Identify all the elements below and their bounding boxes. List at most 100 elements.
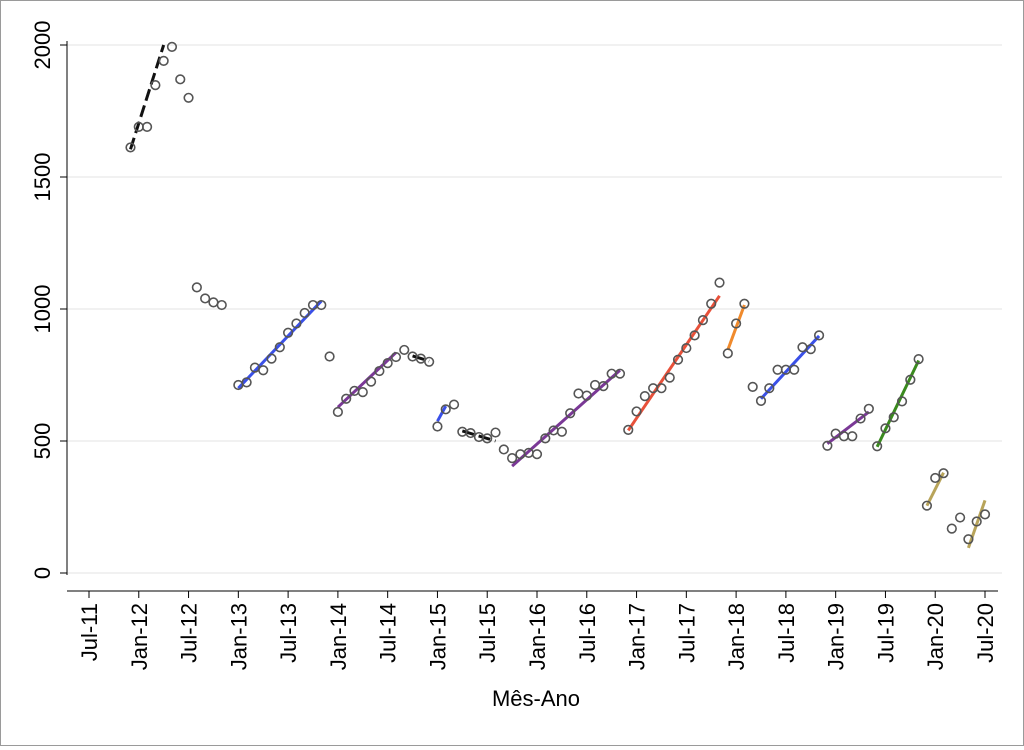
data-point: [855, 413, 866, 424]
data-point: [200, 293, 211, 304]
y-axis: 0 500 1000 1500 2000: [30, 21, 68, 579]
data-point: [324, 351, 335, 362]
data-point: [382, 358, 393, 369]
data-point: [971, 516, 982, 527]
data-point: [556, 426, 567, 437]
x-tick-label: Jan-18: [724, 603, 749, 670]
data-point: [681, 342, 692, 354]
data-point: [789, 364, 800, 375]
data-point: [896, 396, 908, 407]
y-tick-label: 0: [30, 567, 55, 579]
data-point: [531, 449, 543, 460]
data-point: [216, 299, 227, 311]
data-point: [141, 121, 153, 132]
data-point: [921, 500, 933, 511]
data-point: [656, 383, 667, 394]
data-point: [183, 92, 194, 103]
data-point: [672, 354, 684, 365]
data-point: [540, 433, 551, 444]
data-point: [490, 427, 501, 438]
x-tick-label: Jan-17: [625, 603, 650, 670]
data-point: [689, 330, 700, 341]
data-point: [706, 298, 717, 309]
x-tick-label: Jul-14: [376, 603, 401, 663]
data-point: [714, 277, 725, 288]
data-point: [158, 55, 169, 66]
data-point: [631, 406, 642, 417]
trend-line: [511, 369, 621, 468]
data-point: [283, 327, 294, 338]
data-point: [565, 408, 576, 419]
data-point: [125, 142, 136, 153]
data-point: [581, 390, 592, 401]
data-point: [291, 318, 302, 329]
data-point: [299, 307, 310, 319]
x-tick-label: Jan-20: [923, 603, 948, 670]
data-point: [241, 377, 252, 388]
data-point: [722, 348, 733, 359]
x-tick-label: Jan-13: [226, 603, 251, 670]
trend-line: [412, 354, 430, 363]
data-point: [913, 354, 924, 365]
data-point: [946, 523, 957, 534]
data-point: [905, 374, 916, 385]
data-point: [930, 472, 941, 484]
data-point: [266, 353, 277, 364]
data-point: [863, 403, 874, 414]
data-point: [938, 468, 949, 479]
data-point: [507, 453, 518, 464]
data-point: [440, 404, 451, 415]
data-point: [847, 431, 858, 442]
y-tick-label: 1000: [30, 285, 55, 334]
x-tick-label: Jan-16: [525, 603, 550, 670]
data-points: [125, 41, 991, 545]
x-tick-label: Jan-19: [824, 603, 849, 670]
x-tick-label: Jul-11: [77, 603, 102, 661]
data-point: [888, 412, 899, 423]
trend-line: [129, 44, 166, 150]
data-point: [764, 383, 775, 394]
data-point: [614, 368, 626, 379]
data-point: [365, 376, 377, 387]
data-point: [755, 395, 767, 406]
plot-area: [67, 16, 1002, 591]
data-point: [150, 80, 161, 91]
data-point: [465, 427, 476, 439]
data-point: [374, 365, 385, 377]
data-point: [880, 423, 891, 434]
data-point: [731, 318, 742, 329]
trend-line: [627, 294, 721, 432]
data-point: [399, 344, 410, 356]
data-point: [448, 399, 460, 410]
data-point: [332, 406, 343, 418]
data-point: [424, 356, 435, 367]
y-tick-label: 2000: [30, 21, 55, 70]
data-point: [813, 330, 825, 341]
data-point: [623, 424, 634, 436]
trend-line: [966, 499, 987, 549]
data-point: [258, 365, 269, 376]
y-tick-label: 1500: [30, 153, 55, 202]
data-point: [872, 441, 883, 452]
x-tick-label: Jul-17: [674, 603, 699, 663]
data-point: [664, 372, 675, 383]
x-tick-label: Jul-15: [475, 603, 500, 663]
x-tick-label: Jul-20: [973, 603, 998, 663]
x-tick-label: Jan-14: [326, 603, 351, 670]
x-tick-label: Jan-12: [127, 603, 152, 670]
x-tick-label: Jul-12: [177, 603, 202, 663]
trend-line: [461, 429, 496, 443]
data-point: [639, 391, 650, 402]
data-point: [191, 282, 202, 293]
x-axis-title: Mês-Ano: [492, 686, 580, 711]
data-point: [739, 298, 750, 309]
data-point: [697, 314, 709, 326]
x-tick-label: Jul-13: [276, 603, 301, 663]
data-point: [274, 342, 285, 353]
x-axis: Jul-11 Jan-12 Jul-12 Jan-13 Jul-13 Jan-14 Jul-…: [67, 590, 998, 670]
trend-line: [925, 472, 945, 507]
data-point: [316, 299, 327, 311]
trend-line: [436, 405, 448, 422]
data-point: [805, 344, 816, 355]
